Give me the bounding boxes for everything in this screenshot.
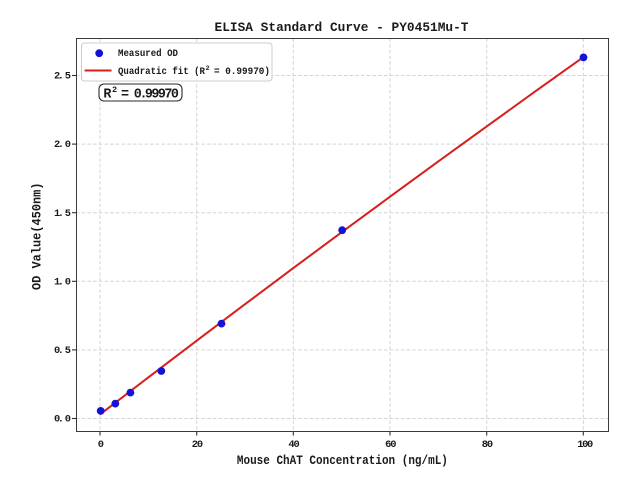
svg-text:80: 80: [482, 439, 493, 451]
svg-text:60: 60: [385, 439, 396, 451]
svg-text:100: 100: [577, 439, 593, 451]
svg-text:Mouse ChAT Concentration (ng/m: Mouse ChAT Concentration (ng/mL): [237, 454, 448, 468]
svg-text:Quadratic fit (R: Quadratic fit (R: [118, 66, 205, 77]
svg-text:= 0.99970): = 0.99970): [214, 66, 270, 77]
svg-text:Measured OD: Measured OD: [118, 48, 178, 59]
svg-text:OD Value(450nm): OD Value(450nm): [30, 183, 45, 291]
svg-text:ELISA Standard Curve - PY0451M: ELISA Standard Curve - PY0451Mu-T: [215, 20, 469, 35]
svg-text:2.0: 2.0: [54, 139, 71, 151]
svg-text:20: 20: [192, 439, 203, 451]
svg-text:= 0.99970: = 0.99970: [121, 87, 179, 102]
svg-text:40: 40: [288, 439, 299, 451]
svg-text:0: 0: [98, 439, 104, 451]
svg-text:2: 2: [206, 65, 210, 73]
svg-text:R: R: [103, 87, 112, 102]
svg-text:1.0: 1.0: [54, 276, 71, 288]
svg-text:2.5: 2.5: [54, 71, 71, 83]
svg-text:2: 2: [112, 85, 117, 95]
svg-text:1.5: 1.5: [54, 208, 71, 220]
svg-text:0.5: 0.5: [54, 345, 71, 357]
svg-text:0.0: 0.0: [54, 414, 71, 426]
